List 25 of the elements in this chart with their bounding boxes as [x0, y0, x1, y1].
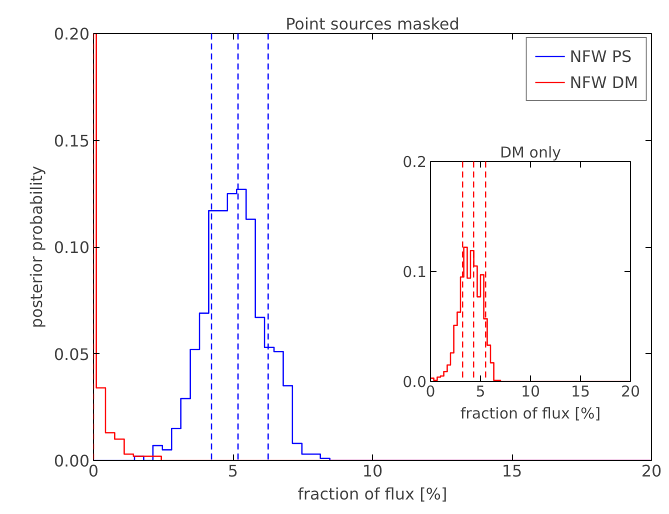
x-tick-label: 10 — [520, 382, 540, 400]
y-axis-title: posterior probability — [26, 166, 46, 328]
y-tick-label: 0.20 — [54, 24, 90, 44]
legend-label: NFW PS — [570, 46, 632, 66]
legend-label: NFW DM — [570, 72, 638, 92]
chart-title: DM only — [500, 144, 562, 162]
y-tick-label: 0.2 — [402, 153, 427, 171]
x-tick-label: 0 — [88, 462, 99, 480]
y-tick-label: 0.05 — [54, 344, 90, 364]
y-tick-label: 0.10 — [54, 238, 90, 257]
x-tick-label: 0 — [426, 382, 436, 400]
x-tick-label: 20 — [641, 462, 662, 480]
y-tick-label: 0.15 — [54, 131, 90, 150]
chart-title: Point sources masked — [286, 14, 460, 34]
y-tick-label: 0.1 — [402, 263, 427, 281]
x-tick-label: 15 — [502, 462, 522, 480]
x-tick-label: 10 — [362, 462, 383, 480]
x-axis-title: fraction of flux [%] — [298, 484, 448, 504]
x-tick-label: 5 — [476, 382, 486, 400]
y-tick-label: 0.0 — [402, 373, 427, 391]
x-axis-title: fraction of flux [%] — [460, 404, 601, 422]
x-tick-label: 20 — [620, 382, 640, 400]
x-tick-label: 5 — [228, 462, 238, 480]
y-tick-label: 0.00 — [54, 452, 90, 470]
x-tick-label: 15 — [570, 382, 590, 400]
